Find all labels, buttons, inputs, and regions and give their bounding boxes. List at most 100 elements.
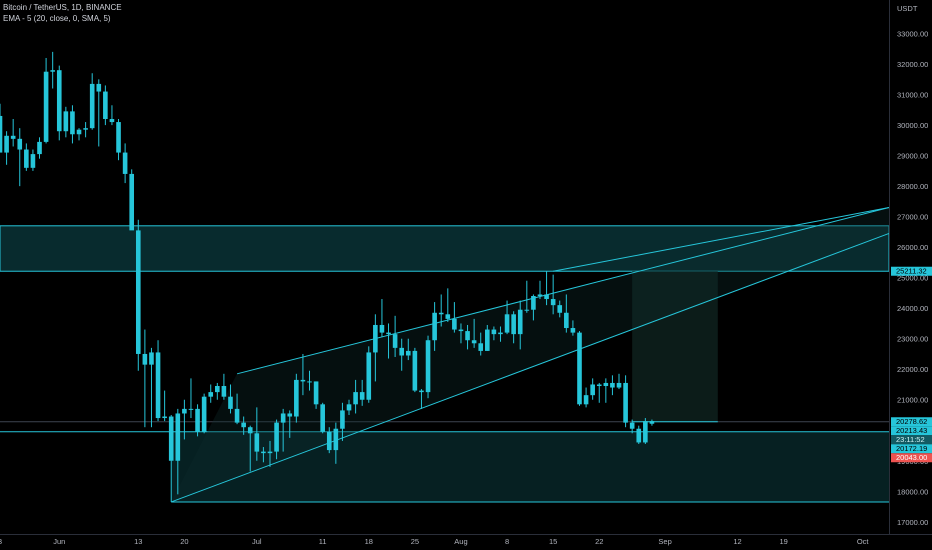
time-tick-label: Aug bbox=[454, 537, 467, 546]
candle-body bbox=[458, 329, 464, 332]
candle-body bbox=[175, 413, 181, 461]
candle-body bbox=[623, 382, 628, 423]
price-tick-label: 17000.00 bbox=[897, 518, 928, 527]
time-tick-label: Jul bbox=[252, 537, 262, 546]
price-tag bbox=[891, 453, 932, 463]
candle-body bbox=[89, 83, 95, 129]
candle-body bbox=[76, 129, 82, 135]
projection-box[interactable] bbox=[632, 271, 718, 422]
candle-body bbox=[616, 382, 622, 388]
time-tick-label: 20 bbox=[180, 537, 188, 546]
candle-body bbox=[425, 340, 431, 393]
candle-body bbox=[320, 404, 325, 432]
candle-body bbox=[17, 138, 23, 150]
candle-body bbox=[610, 382, 615, 388]
price-tick-label: 31000.00 bbox=[897, 91, 928, 100]
candle-body bbox=[491, 329, 497, 335]
candle-body bbox=[103, 91, 108, 120]
candle-body bbox=[629, 422, 635, 429]
candle-body bbox=[379, 324, 385, 333]
candle-body bbox=[43, 71, 49, 142]
candle-body bbox=[261, 451, 266, 454]
candle-body bbox=[83, 128, 88, 130]
countdown-text: 23:11:52 bbox=[896, 435, 925, 444]
candle-body bbox=[504, 314, 510, 333]
candle-body bbox=[300, 379, 306, 382]
candle-body bbox=[307, 381, 312, 383]
price-tick-label: 32000.00 bbox=[897, 60, 928, 69]
candle-body bbox=[636, 428, 642, 443]
price-tag-text: 20278.62 bbox=[896, 417, 927, 426]
candle-body bbox=[63, 111, 69, 132]
candle-body bbox=[399, 347, 405, 356]
symbol-title[interactable]: Bitcoin / TetherUS, 1D, BINANCE bbox=[3, 3, 122, 12]
candle-body bbox=[478, 343, 484, 351]
candle-body bbox=[412, 350, 418, 391]
candle-body bbox=[56, 70, 62, 132]
chart-legend: Bitcoin / TetherUS, 1D, BINANCE EMA - 5 … bbox=[3, 3, 122, 24]
candle-body bbox=[313, 381, 319, 405]
price-tag bbox=[891, 417, 932, 427]
time-tick-label: 19 bbox=[779, 537, 787, 546]
price-tick-label: 26000.00 bbox=[897, 243, 928, 252]
time-tick-label: 22 bbox=[595, 537, 603, 546]
candle-body bbox=[452, 318, 457, 330]
candle-body bbox=[221, 386, 227, 397]
candle-body bbox=[70, 111, 75, 135]
candle-body bbox=[333, 428, 339, 451]
candle-body bbox=[405, 350, 411, 356]
price-tags-layer: 25211.32 20278.6220213.4323:11:5220172.19… bbox=[891, 266, 932, 463]
candle-body bbox=[445, 314, 451, 319]
candle-body bbox=[484, 329, 490, 351]
candle-body bbox=[517, 309, 523, 335]
candle-body bbox=[201, 396, 207, 432]
time-tick-label: 15 bbox=[549, 537, 557, 546]
candle-body bbox=[267, 451, 273, 454]
candle-body bbox=[564, 312, 569, 329]
countdown-tag bbox=[891, 435, 932, 445]
candle-body bbox=[346, 404, 352, 411]
indicator-title[interactable]: EMA - 5 (20, close, 0, SMA, 5) bbox=[3, 13, 111, 23]
price-tag-text: 20043.00 bbox=[896, 453, 927, 462]
candle-body bbox=[188, 408, 194, 410]
resistance-zone[interactable] bbox=[0, 225, 890, 272]
candle-body bbox=[353, 392, 358, 405]
candle-body bbox=[228, 396, 233, 409]
candle-body bbox=[511, 314, 516, 335]
candle-body bbox=[577, 332, 582, 405]
candle-body bbox=[234, 408, 240, 423]
wedge-lower-line[interactable] bbox=[171, 232, 890, 503]
candle-body bbox=[135, 230, 141, 354]
time-tick-label: Oct bbox=[857, 537, 870, 546]
candle-body bbox=[392, 334, 398, 348]
candle-body bbox=[254, 433, 260, 452]
time-tick-label: 12 bbox=[733, 537, 741, 546]
trend-line[interactable] bbox=[553, 207, 890, 272]
rising-wedge-fill bbox=[171, 207, 889, 502]
wedge-upper-line[interactable] bbox=[236, 207, 890, 375]
candle-body bbox=[643, 421, 648, 443]
candle-body bbox=[30, 154, 36, 168]
price-tick-label: 33000.00 bbox=[897, 30, 928, 39]
candle-body bbox=[182, 408, 187, 414]
time-tick-label: 13 bbox=[134, 537, 142, 546]
candle-body bbox=[557, 305, 563, 313]
time-tick-label: 3 bbox=[0, 537, 2, 546]
candle-body bbox=[438, 312, 444, 315]
candle-body bbox=[537, 294, 543, 296]
candle-body bbox=[274, 422, 279, 452]
price-tag bbox=[891, 266, 932, 276]
candle-body bbox=[109, 119, 115, 123]
price-tick-label: 18000.00 bbox=[897, 487, 928, 496]
support-zone[interactable] bbox=[171, 431, 889, 502]
candle-body bbox=[596, 384, 602, 387]
candle-body bbox=[10, 135, 16, 139]
time-axis[interactable]: 3 Jun 13 20 Jul 11 18 25 Aug 8 15 22 Sep 12 19 Oct bbox=[0, 537, 869, 546]
candle-body bbox=[550, 299, 556, 306]
candle-body bbox=[149, 352, 154, 365]
candle-body bbox=[649, 421, 655, 424]
candle-body bbox=[294, 379, 299, 417]
candle-body bbox=[24, 149, 29, 168]
candle-body bbox=[129, 173, 135, 231]
